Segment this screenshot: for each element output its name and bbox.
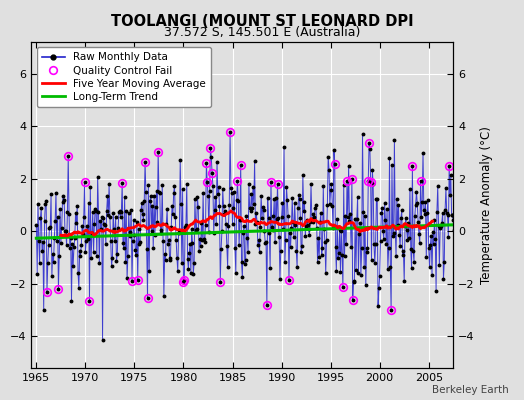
Y-axis label: Temperature Anomaly (°C): Temperature Anomaly (°C) — [480, 126, 493, 284]
Legend: Raw Monthly Data, Quality Control Fail, Five Year Moving Average, Long-Term Tren: Raw Monthly Data, Quality Control Fail, … — [37, 47, 211, 107]
Text: 37.572 S, 145.501 E (Australia): 37.572 S, 145.501 E (Australia) — [164, 26, 360, 39]
Text: TOOLANGI (MOUNT ST LEONARD DPI: TOOLANGI (MOUNT ST LEONARD DPI — [111, 14, 413, 29]
Text: Berkeley Earth: Berkeley Earth — [432, 385, 508, 395]
